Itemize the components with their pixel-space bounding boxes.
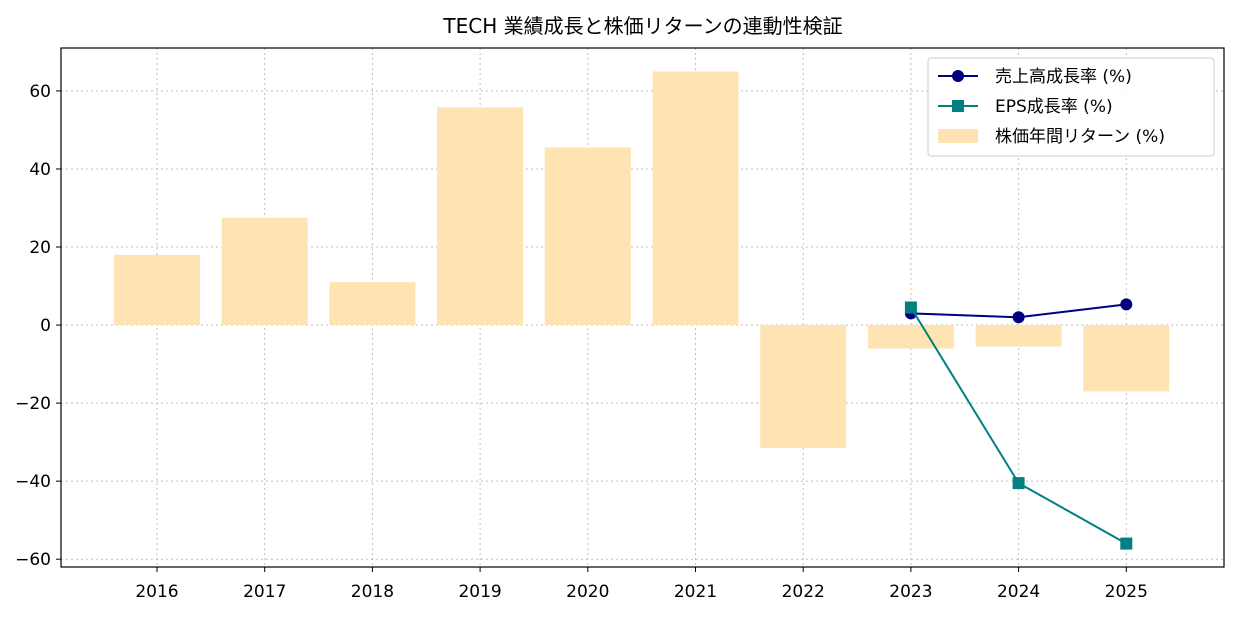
y-tick-label: −40 <box>15 472 51 492</box>
x-tick-label: 2022 <box>782 582 825 602</box>
point-1-2023 <box>904 301 917 314</box>
legend-marker-eps <box>952 100 964 112</box>
legend-label-price: 株価年間リターン (%) <box>995 127 1165 147</box>
bar-2024 <box>975 325 1062 347</box>
bar-2025 <box>1083 325 1170 392</box>
y-tick-label: 0 <box>40 316 51 336</box>
legend: 売上高成長率 (%) EPS成長率 (%) 株価年間リターン (%) <box>927 57 1215 157</box>
x-tick-label: 2024 <box>997 582 1040 602</box>
bar-2021 <box>652 71 739 326</box>
point-0-2024 <box>1012 311 1025 324</box>
bar-2018 <box>329 282 416 326</box>
y-tick-label: 40 <box>29 160 51 180</box>
legend-swatch-price <box>938 129 978 143</box>
x-tick-label: 2016 <box>135 582 178 602</box>
x-tick-label: 2023 <box>889 582 932 602</box>
bar-2020 <box>544 147 631 326</box>
x-tick-label: 2020 <box>566 582 609 602</box>
y-tick-label: 60 <box>29 82 51 102</box>
point-1-2024 <box>1012 477 1025 490</box>
bar-2019 <box>437 107 524 326</box>
legend-label-revenue: 売上高成長率 (%) <box>995 67 1132 87</box>
bar-2023 <box>867 325 954 349</box>
x-tick-label: 2021 <box>674 582 717 602</box>
bar-series <box>114 71 1170 448</box>
x-tick-label: 2017 <box>243 582 286 602</box>
y-tick-label: −20 <box>15 394 51 414</box>
bar-2022 <box>760 325 847 448</box>
bar-2017 <box>221 217 308 326</box>
point-1-2025 <box>1120 537 1133 550</box>
x-tick-label: 2025 <box>1105 582 1148 602</box>
x-tick-label: 2019 <box>458 582 501 602</box>
y-tick-label: 20 <box>29 238 51 258</box>
line-series <box>904 298 1133 550</box>
bar-2016 <box>114 254 200 326</box>
point-0-2025 <box>1120 298 1133 311</box>
chart-title: TECH 業績成長と株価リターンの連動性検証 <box>442 14 842 38</box>
plot-frame <box>60 47 1225 568</box>
y-tick-label: −60 <box>15 550 51 570</box>
legend-marker-revenue <box>952 70 964 82</box>
legend-box <box>927 57 1215 157</box>
legend-label-eps: EPS成長率 (%) <box>995 97 1113 117</box>
axes: −60 −40 −20 0 20 40 60 2016 2017 2018 2019 2020 2021… <box>15 82 1148 602</box>
x-tick-label: 2018 <box>351 582 394 602</box>
